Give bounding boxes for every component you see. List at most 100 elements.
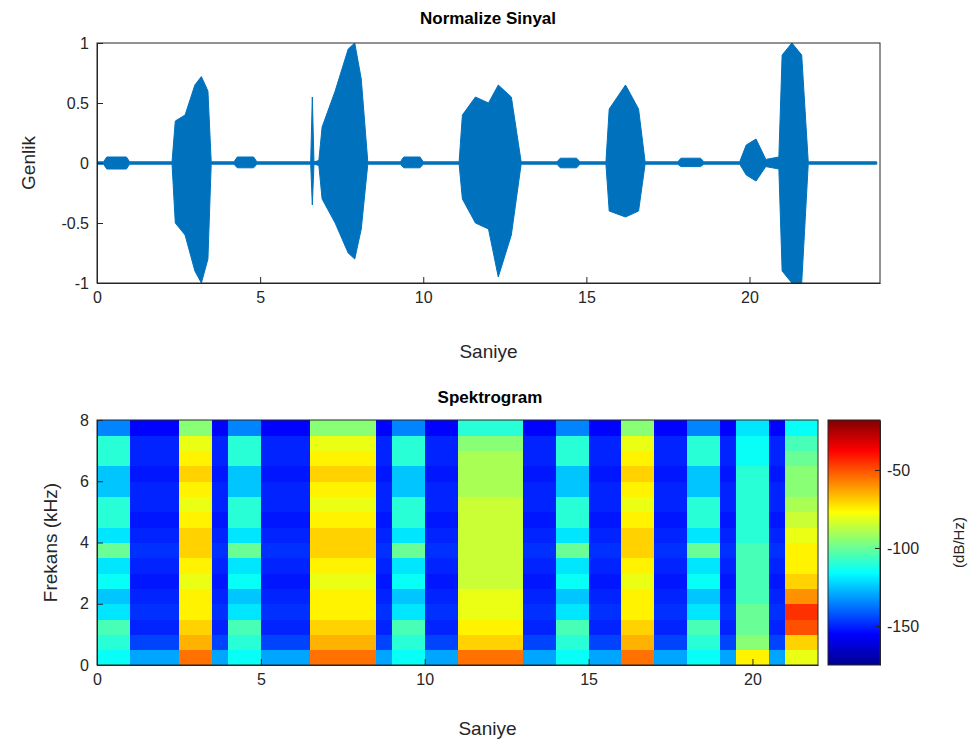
heatmap-cell (359, 497, 376, 513)
heatmap-cell (589, 435, 606, 451)
tick: 5 (257, 659, 266, 688)
heatmap-cell (228, 558, 245, 574)
heatmap-cell (507, 604, 524, 620)
heatmap-cell (736, 634, 753, 650)
x-axis-title: Saniye (459, 341, 517, 362)
heatmap-cell (228, 420, 245, 436)
heatmap-cell (687, 558, 704, 574)
heatmap-cell (392, 543, 409, 559)
heatmap-cell (556, 650, 573, 665)
tick: 4 (80, 534, 103, 551)
heatmap-cell (785, 420, 802, 436)
heatmap-cell (458, 588, 475, 604)
heatmap-cell (638, 435, 655, 451)
heatmap-cell (212, 497, 229, 513)
heatmap-cell (113, 512, 130, 528)
heatmap-cell (408, 451, 425, 467)
heatmap-cell (720, 604, 737, 620)
heatmap-cell (736, 481, 753, 497)
heatmap-cell (261, 451, 278, 467)
heatmap-cell (277, 435, 294, 451)
heatmap-cell (130, 466, 147, 482)
heatmap-cell (490, 420, 507, 436)
heatmap-cell (359, 588, 376, 604)
heatmap-cell (113, 573, 130, 589)
heatmap-cell (392, 588, 409, 604)
heatmap-cell (720, 634, 737, 650)
heatmap-cell (195, 481, 212, 497)
heatmap-cell (556, 527, 573, 543)
heatmap-cell (556, 604, 573, 620)
heatmap-cell (146, 466, 163, 482)
heatmap-cell (261, 512, 278, 528)
heatmap-cell (687, 619, 704, 635)
heatmap-cell (294, 481, 311, 497)
heatmap-cell (638, 512, 655, 528)
heatmap-cell (359, 512, 376, 528)
heatmap-cell (376, 512, 393, 528)
heatmap-cell (523, 650, 540, 665)
heatmap-cell (769, 435, 786, 451)
tick-label: -100 (887, 540, 919, 557)
heatmap-cell (556, 573, 573, 589)
heatmap-cell (195, 420, 212, 436)
heatmap-cell (671, 543, 688, 559)
heatmap-cell (310, 512, 327, 528)
heatmap-cell (605, 634, 622, 650)
heatmap-cell (703, 451, 720, 467)
heatmap-cell (621, 573, 638, 589)
heatmap-cell (507, 527, 524, 543)
tick-mark (261, 659, 262, 665)
heatmap-cell (671, 634, 688, 650)
heatmap-cell (621, 619, 638, 635)
heatmap-cell (572, 543, 589, 559)
heatmap-cell (474, 466, 491, 482)
heatmap-cell (507, 481, 524, 497)
heatmap-cell (474, 588, 491, 604)
heatmap-cell (490, 481, 507, 497)
tick-mark (752, 659, 753, 665)
heatmap-cell (703, 527, 720, 543)
plot-background (97, 43, 880, 283)
heatmap-cell (146, 650, 163, 665)
heatmap-cell (310, 558, 327, 574)
heatmap-cell (195, 466, 212, 482)
heatmap-cell (621, 512, 638, 528)
heatmap-cell (261, 481, 278, 497)
heatmap-cell (244, 466, 261, 482)
heatmap-cell (228, 451, 245, 467)
y-axis-title: Frekans (kHz) (40, 483, 61, 602)
heatmap-cell (163, 543, 180, 559)
heatmap-cell (179, 650, 196, 665)
heatmap-cell (671, 497, 688, 513)
heatmap-cell (146, 527, 163, 543)
figure: 05101520-1-0.500.51Normalize SinyalSaniy… (0, 0, 973, 747)
heatmap-cell (474, 420, 491, 436)
heatmap-cell (752, 435, 769, 451)
heatmap-cell (425, 604, 442, 620)
heatmap-cell (736, 512, 753, 528)
heatmap-cell (212, 619, 229, 635)
heatmap-cell (539, 619, 556, 635)
tick: 10 (415, 277, 433, 306)
heatmap-cell (474, 435, 491, 451)
heatmap-cell (163, 435, 180, 451)
heatmap-cell (523, 588, 540, 604)
heatmap-cell (277, 573, 294, 589)
heatmap-cell (441, 604, 458, 620)
heatmap-cell (179, 527, 196, 543)
heatmap-cell (97, 634, 114, 650)
heatmap-cell (654, 573, 671, 589)
axis: 05101520 (93, 659, 818, 688)
heatmap-cell (326, 588, 343, 604)
heatmap-cell (277, 512, 294, 528)
heatmap-cell (785, 435, 802, 451)
heatmap-cell (392, 604, 409, 620)
heatmap-cell (97, 451, 114, 467)
heatmap-cell (179, 466, 196, 482)
heatmap-cell (441, 543, 458, 559)
heatmap-cell (490, 650, 507, 665)
heatmap-cell (802, 451, 818, 467)
heatmap-cell (523, 558, 540, 574)
chart-title: Normalize Sinyal (420, 9, 556, 28)
